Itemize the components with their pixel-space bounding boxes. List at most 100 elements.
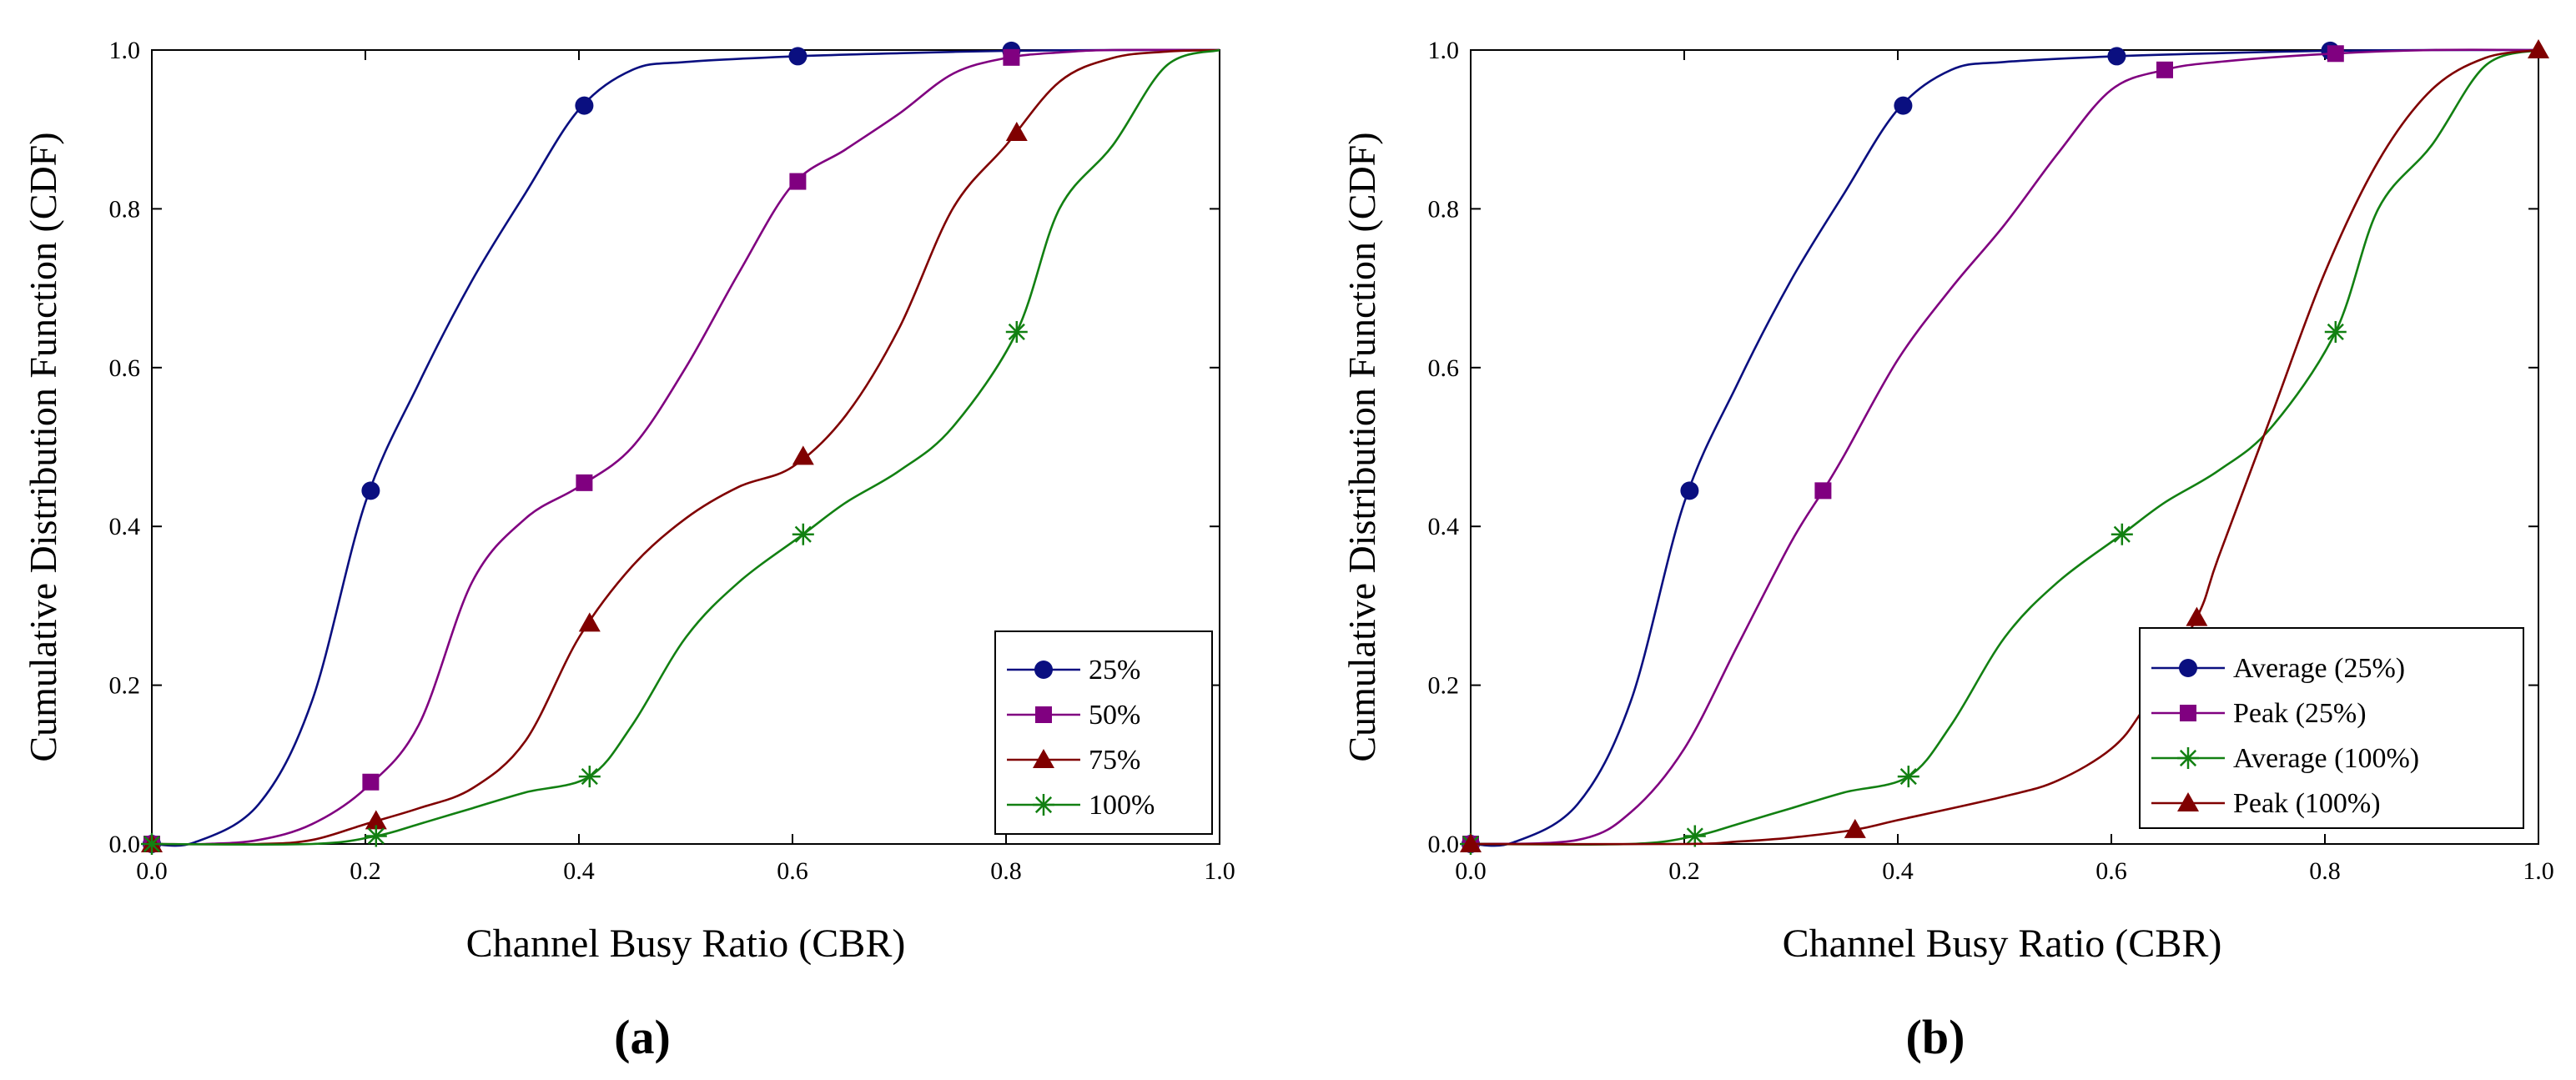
series-line xyxy=(151,48,1220,846)
data-point xyxy=(2156,61,2173,78)
legend-entry: 75% xyxy=(1007,745,1140,776)
data-point xyxy=(361,481,380,500)
data-point xyxy=(1460,833,1482,852)
legend-label: 50% xyxy=(1089,700,1140,731)
x-tick-label: 0.8 xyxy=(2309,857,2341,885)
y-tick-label: 0.0 xyxy=(109,831,141,858)
legend-entry: 25% xyxy=(1007,655,1140,686)
data-point xyxy=(365,825,387,847)
legend-entry: Average (100%) xyxy=(2151,743,2419,774)
data-point xyxy=(792,523,814,545)
legend-marker xyxy=(1033,794,1054,816)
y-tick-label: 0.2 xyxy=(1428,672,1460,700)
legend: 25% 50% 75% 100% xyxy=(994,630,1213,835)
legend-box xyxy=(994,630,1213,835)
legend-entry: 50% xyxy=(1007,700,1140,731)
legend-entry: Average (25%) xyxy=(2151,653,2405,684)
series-line xyxy=(1470,48,2539,846)
data-point xyxy=(576,474,593,491)
y-tick-label: 1.0 xyxy=(1428,37,1460,64)
x-tick-label: 0.2 xyxy=(350,857,381,885)
plot-frame xyxy=(151,49,1220,845)
legend-marker xyxy=(1034,661,1053,679)
data-point xyxy=(1814,482,1832,500)
x-tick-label: 0.8 xyxy=(990,857,1022,885)
y-tick-label: 0.0 xyxy=(1428,831,1460,858)
legend-entry: Peak (25%) xyxy=(2151,698,2367,729)
data-point xyxy=(2327,45,2344,63)
data-point xyxy=(578,612,601,632)
legend-label: Average (25%) xyxy=(2233,653,2405,684)
panel-a: 0.0 0.2 0.4 0.6 0.8 1.0 0.0 0.2 0.4 0.6 0.8 1.0 25%… xyxy=(22,37,1235,1064)
y-tick-label: 0.8 xyxy=(109,195,141,223)
data-point xyxy=(141,833,163,855)
y-tick-label: 0.8 xyxy=(1428,195,1460,223)
data-point xyxy=(1680,481,1699,500)
x-tick-label: 0.2 xyxy=(1668,857,1700,885)
data-point xyxy=(578,766,601,788)
legend-entry: 100% xyxy=(1007,790,1155,821)
data-point xyxy=(2324,320,2347,343)
panel-label: (b) xyxy=(1906,1010,1965,1064)
legend-label: 100% xyxy=(1089,790,1155,821)
series-100- xyxy=(141,48,1220,855)
legend: Average (25%) Peak (25%) Average (100%) Pea… xyxy=(2139,627,2524,829)
y-axis-title: Cumulative Distribution Function (CDF) xyxy=(1341,132,1383,761)
legend-marker xyxy=(2177,792,2199,811)
legend-marker xyxy=(1033,749,1054,768)
series-layer xyxy=(141,41,1220,855)
y-tick-label: 0.2 xyxy=(109,672,141,700)
x-axis-title: Channel Busy Ratio (CBR) xyxy=(1783,922,2222,966)
series-75- xyxy=(141,48,1220,852)
data-point xyxy=(362,773,380,791)
legend-label: 25% xyxy=(1089,655,1140,686)
x-tick-label: 0.4 xyxy=(1882,857,1914,885)
y-axis-title: Cumulative Distribution Function (CDF) xyxy=(22,132,64,761)
x-tick-label: 0.6 xyxy=(777,857,808,885)
legend-label: 75% xyxy=(1089,745,1140,776)
legend-label: Average (100%) xyxy=(2233,743,2419,774)
series-layer xyxy=(1460,39,2549,855)
data-point xyxy=(789,173,807,190)
data-point xyxy=(1005,320,1028,343)
legend-label: Peak (25%) xyxy=(2233,698,2367,729)
data-point xyxy=(2186,606,2208,626)
data-point xyxy=(2107,47,2126,66)
legend-marker xyxy=(2180,705,2196,721)
data-point xyxy=(2111,523,2133,545)
legend-entry: Peak (100%) xyxy=(2151,788,2381,819)
data-point xyxy=(575,96,594,115)
y-tick-label: 0.6 xyxy=(1428,354,1460,382)
panel-b: 0.0 0.2 0.4 0.6 0.8 1.0 0.0 0.2 0.4 0.6 0.8 1.0 Ave… xyxy=(1341,37,2554,1064)
x-tick-label: 1.0 xyxy=(2523,857,2554,885)
data-point xyxy=(1005,122,1028,142)
data-point xyxy=(1897,766,1919,788)
legend-box xyxy=(2139,627,2524,829)
x-tick-label: 0.0 xyxy=(1455,857,1487,885)
plot-frame xyxy=(1470,49,2539,845)
series-line xyxy=(151,48,1220,846)
x-axis-title: Channel Busy Ratio (CBR) xyxy=(466,922,906,966)
data-point xyxy=(2528,39,2549,58)
series-line xyxy=(1470,48,2539,846)
x-tick-label: 0.0 xyxy=(136,857,168,885)
y-tick-label: 0.4 xyxy=(109,513,141,540)
panel-label: (a) xyxy=(614,1010,671,1064)
x-tick-label: 1.0 xyxy=(1204,857,1235,885)
legend-label: Peak (100%) xyxy=(2233,788,2381,819)
data-point xyxy=(1844,818,1866,838)
y-tick-label: 0.4 xyxy=(1428,513,1460,540)
series-line xyxy=(1470,48,2539,847)
legend-marker xyxy=(2177,747,2199,769)
data-point xyxy=(1894,96,1913,115)
y-tick-label: 1.0 xyxy=(109,37,141,64)
x-tick-label: 0.6 xyxy=(2096,857,2127,885)
y-tick-label: 0.6 xyxy=(109,354,141,382)
legend-marker xyxy=(1035,706,1052,723)
data-point xyxy=(1003,48,1020,66)
data-point xyxy=(788,47,808,66)
data-point xyxy=(792,445,814,465)
legend-marker xyxy=(2179,659,2197,677)
series-line xyxy=(151,48,1220,847)
